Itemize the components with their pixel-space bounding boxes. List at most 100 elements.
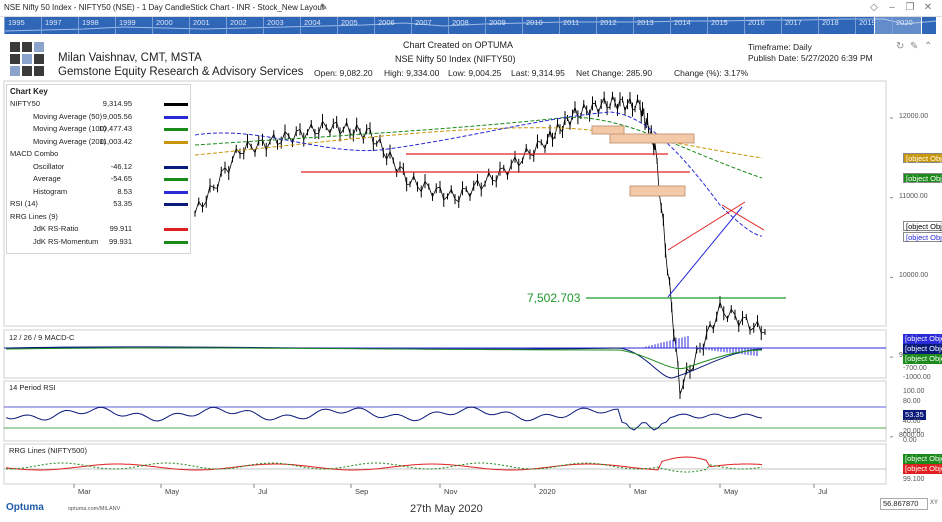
chart-key-row: JdK RS-Momentum 99.931 bbox=[7, 237, 192, 249]
ma100-line bbox=[194, 116, 763, 179]
price-panel-frame bbox=[3, 80, 887, 327]
chart-key-value: 9,314.95 bbox=[102, 99, 132, 108]
timeline-tick bbox=[374, 17, 375, 34]
author-name: Milan Vaishnav, CMT, MSTA bbox=[58, 52, 202, 64]
ma200-line bbox=[194, 127, 763, 159]
chart-key-label: NIFTY50 bbox=[10, 99, 41, 108]
high-value: High: 9,334.00 bbox=[384, 68, 440, 78]
rs-momentum-line bbox=[5, 462, 763, 473]
chart-canvas[interactable] bbox=[0, 0, 942, 498]
chart-key-row: MACD Combo bbox=[7, 149, 192, 161]
month-label: Nov bbox=[444, 487, 458, 496]
price-badge: [object Object] bbox=[903, 232, 942, 242]
macd-badge: [object Object] bbox=[903, 344, 942, 354]
chart-key-row: Moving Average (100) 10,477.43 bbox=[7, 124, 192, 136]
timeline-year: 2004 bbox=[304, 18, 321, 27]
firm-name: Gemstone Equity Research & Advisory Serv… bbox=[58, 66, 304, 78]
chart-key-value: 8.53 bbox=[117, 186, 132, 196]
timeline-year: 2006 bbox=[378, 18, 395, 27]
open-value: Open: 9,082.20 bbox=[314, 68, 373, 78]
month-label: Mar bbox=[78, 487, 91, 496]
timeline-tick bbox=[189, 17, 190, 34]
timeline-tick bbox=[41, 17, 42, 34]
change-percent: Change (%): 3.17% bbox=[674, 68, 749, 78]
price-badge: [object Object] bbox=[903, 153, 942, 163]
channel-top-line bbox=[667, 201, 746, 251]
chart-key-row: Oscillator -46.12 bbox=[7, 162, 192, 174]
month-label: 2020 bbox=[539, 487, 556, 496]
timeline-year: 2014 bbox=[674, 18, 691, 27]
pencil-icon[interactable]: ✎ bbox=[320, 2, 328, 12]
price-series-line bbox=[194, 94, 766, 396]
low-value: Low: 9,004.25 bbox=[448, 68, 502, 78]
timeline-tick bbox=[226, 17, 227, 34]
collapse-icon[interactable]: ⌃ bbox=[924, 41, 933, 52]
chart-created: Chart Created on OPTUMA bbox=[403, 40, 514, 50]
rrg-axis-label: 99.100 bbox=[903, 476, 925, 483]
macd-panel-title: 12 / 26 / 9 MACD-C bbox=[9, 333, 75, 342]
timeline-year: 2010 bbox=[526, 18, 543, 27]
chart-key-row: Moving Average (200) 11,003.42 bbox=[7, 137, 192, 149]
timeline-selection[interactable] bbox=[874, 17, 922, 34]
net-change: Net Change: 285.90 bbox=[576, 68, 653, 78]
timeline-tick bbox=[559, 17, 560, 34]
rsi-panel-title: 14 Period RSI bbox=[9, 383, 56, 392]
window-titlebar: NSE Nifty 50 Index - NIFTY50 (NSE) - 1 D… bbox=[0, 0, 942, 17]
chart-key-label: Histogram bbox=[33, 186, 68, 196]
close-icon[interactable]: ✕ bbox=[923, 2, 933, 13]
price-badge: [object Object] bbox=[903, 221, 942, 231]
macd-average-line bbox=[5, 347, 763, 370]
price-axis-label: 10000.00 bbox=[899, 272, 929, 280]
rsi-axis-label: 100.00 bbox=[903, 388, 925, 395]
macd-badge: [object Object] bbox=[903, 354, 942, 364]
chart-key-value: 53.35 bbox=[113, 199, 132, 208]
instrument-name: NSE Nifty 50 Index (NIFTY50) bbox=[395, 54, 516, 64]
month-label: Jul bbox=[258, 487, 268, 496]
chart-key-label: MACD Combo bbox=[10, 149, 59, 158]
timeline-year: 2013 bbox=[637, 18, 654, 27]
chart-key: Chart Key NIFTY50 9,314.95 Moving Average … bbox=[6, 84, 191, 254]
timeline-year: 2015 bbox=[711, 18, 728, 27]
timeline-tick bbox=[78, 17, 79, 34]
timeframe: Timeframe: Daily bbox=[748, 42, 812, 52]
chart-key-swatch bbox=[164, 240, 188, 244]
chart-key-row: NIFTY50 9,314.95 bbox=[7, 99, 192, 111]
gemstone-logo bbox=[10, 42, 44, 76]
chart-key-label: RRG Lines (9) bbox=[10, 211, 58, 221]
refresh-icon[interactable]: ↻ bbox=[896, 41, 905, 52]
coordinate-readout[interactable]: 56.867870 bbox=[880, 498, 928, 510]
macd-axis-label: -700.00 bbox=[903, 365, 927, 372]
timeline-year: 2000 bbox=[156, 18, 173, 27]
minimize-icon[interactable]: – bbox=[889, 2, 895, 13]
timeline-year: 2019 bbox=[859, 18, 876, 27]
timeline-year: 2012 bbox=[600, 18, 617, 27]
macd-oscillator-line bbox=[5, 346, 763, 379]
chart-key-label: JdK RS-Ratio bbox=[33, 224, 79, 233]
timeline-tick bbox=[4, 17, 5, 34]
optuma-logo: Optuma bbox=[6, 502, 44, 513]
chart-key-label: JdK RS-Momentum bbox=[33, 236, 99, 246]
footer-url: optuma.com/MILANV bbox=[68, 506, 121, 512]
timeline-tick bbox=[485, 17, 486, 34]
pencil-icon[interactable]: ✎ bbox=[910, 41, 919, 52]
footer: Optuma optuma.com/MILANV 27th May 2020 5… bbox=[0, 498, 942, 522]
chart-key-swatch bbox=[164, 140, 188, 144]
macd-axis-label: -1000.00 bbox=[903, 374, 931, 381]
timeline-year: 1999 bbox=[119, 18, 136, 27]
timeline-navigator[interactable]: 1995 1997 1998 1999 2000 2001 2002 2003 2004 2005… bbox=[4, 17, 936, 34]
support-annotation: 7,502.703 bbox=[527, 291, 581, 305]
timeline-year: 2018 bbox=[822, 18, 839, 27]
diamond-icon[interactable]: ◇ bbox=[870, 2, 878, 13]
chart-key-value: 11,003.42 bbox=[99, 136, 132, 146]
rs-ratio-line bbox=[5, 456, 763, 471]
timeline-tick bbox=[633, 17, 634, 34]
restore-icon[interactable]: ❐ bbox=[905, 2, 915, 13]
month-label: May bbox=[165, 487, 180, 496]
macd-panel-frame bbox=[3, 329, 887, 379]
gap-box bbox=[609, 133, 695, 144]
macd-badge: [object Object] bbox=[903, 334, 942, 344]
timeline-year: 2002 bbox=[230, 18, 247, 27]
xy-toggle[interactable]: XY bbox=[930, 500, 939, 506]
timeline-tick bbox=[448, 17, 449, 34]
timeline-tick bbox=[411, 17, 412, 34]
